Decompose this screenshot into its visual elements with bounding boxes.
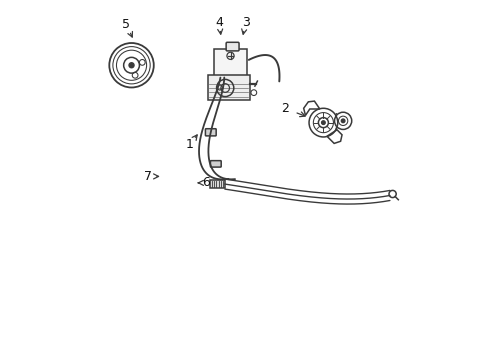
Text: 2: 2: [280, 102, 288, 115]
FancyBboxPatch shape: [210, 180, 224, 188]
Text: 3: 3: [241, 16, 249, 29]
FancyBboxPatch shape: [205, 129, 216, 136]
Circle shape: [321, 121, 325, 125]
Text: 6: 6: [202, 176, 209, 189]
FancyBboxPatch shape: [210, 161, 221, 167]
FancyBboxPatch shape: [207, 75, 249, 100]
Circle shape: [129, 63, 134, 68]
Text: 5: 5: [122, 18, 130, 31]
FancyBboxPatch shape: [214, 49, 246, 76]
FancyBboxPatch shape: [225, 42, 239, 51]
Text: 1: 1: [185, 138, 193, 151]
Text: 4: 4: [215, 16, 223, 29]
Circle shape: [341, 119, 344, 123]
Text: 7: 7: [144, 170, 152, 183]
